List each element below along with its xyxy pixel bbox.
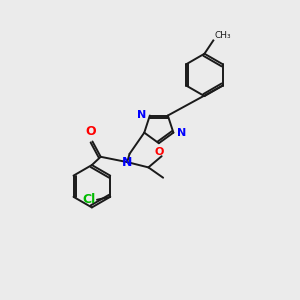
Text: O: O: [86, 125, 96, 138]
Text: CH₃: CH₃: [215, 31, 231, 40]
Text: O: O: [155, 147, 164, 157]
Text: Cl: Cl: [82, 193, 95, 206]
Text: N: N: [177, 128, 186, 138]
Text: N: N: [137, 110, 146, 120]
Text: N: N: [122, 156, 132, 169]
